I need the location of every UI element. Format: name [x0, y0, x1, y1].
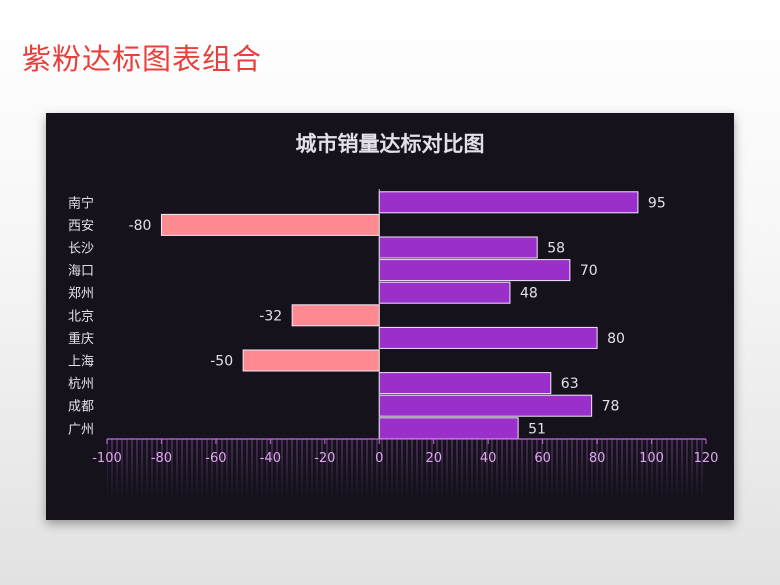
category-label-6: 北京 [68, 309, 94, 324]
x-tick-label-9: 60 [534, 451, 551, 466]
chart-title: 城市销量达标对比图 [296, 132, 485, 156]
category-label-3: 长沙 [68, 242, 94, 257]
bar-7 [378, 326, 598, 349]
x-tick-label-4: -40 [260, 451, 281, 466]
x-tick-label-3: -60 [205, 451, 226, 466]
x-tick-label-5: -20 [314, 451, 335, 466]
category-label-5: 郑州 [68, 287, 94, 302]
x-tick-label-8: 40 [480, 451, 497, 466]
bar-6 [291, 304, 380, 327]
category-label-10: 成都 [68, 400, 94, 415]
data-label-8: -50 [210, 354, 233, 370]
data-label-2: -80 [129, 218, 152, 234]
x-tick-label-2: -80 [151, 451, 172, 466]
category-label-8: 上海 [68, 355, 94, 370]
x-tick-label-10: 80 [589, 451, 606, 466]
slide-title: 紫粉达标图表组合 [22, 42, 263, 76]
data-label-3: 58 [547, 241, 565, 257]
data-label-5: 48 [520, 286, 538, 302]
data-label-6: -32 [259, 308, 282, 324]
bar-2 [160, 213, 380, 236]
x-tick-label-7: 20 [425, 451, 442, 466]
category-label-7: 重庆 [68, 331, 94, 347]
bar-4 [378, 259, 571, 282]
axis-glow-stripes [107, 439, 706, 497]
bar-8 [242, 349, 380, 372]
data-label-9: 63 [561, 376, 579, 392]
category-label-11: 广州 [68, 422, 94, 437]
data-label-4: 70 [580, 263, 598, 279]
x-tick-label-1: -100 [92, 451, 122, 466]
axis-glow-effect [107, 439, 706, 497]
data-label-10: 78 [602, 399, 620, 415]
bar-11 [378, 417, 519, 440]
bar-10 [378, 394, 593, 417]
bar-1 [378, 191, 639, 214]
data-label-7: 80 [607, 331, 625, 347]
x-tick-label-6: 0 [375, 451, 383, 466]
category-label-4: 海口 [68, 264, 94, 279]
x-tick-label-12: 120 [694, 451, 719, 466]
bar-chart: 城市销量达标对比图 95 南宁 -80 西安 58 长沙 70 海口 48 郑州 -32 北京 80 重庆… [68, 132, 719, 497]
category-label-1: 南宁 [68, 195, 94, 211]
bar-9 [378, 372, 552, 395]
x-tick-label-11: 100 [639, 451, 664, 466]
chart-panel: 城市销量达标对比图 95 南宁 -80 西安 58 长沙 70 海口 48 郑州 -32 北京 80 重庆… [46, 113, 734, 520]
data-label-1: 95 [648, 195, 666, 211]
category-label-2: 西安 [68, 219, 94, 234]
category-label-9: 杭州 [68, 377, 94, 392]
bar-5 [378, 281, 511, 304]
bar-3 [378, 236, 538, 259]
data-label-11: 51 [528, 421, 546, 437]
